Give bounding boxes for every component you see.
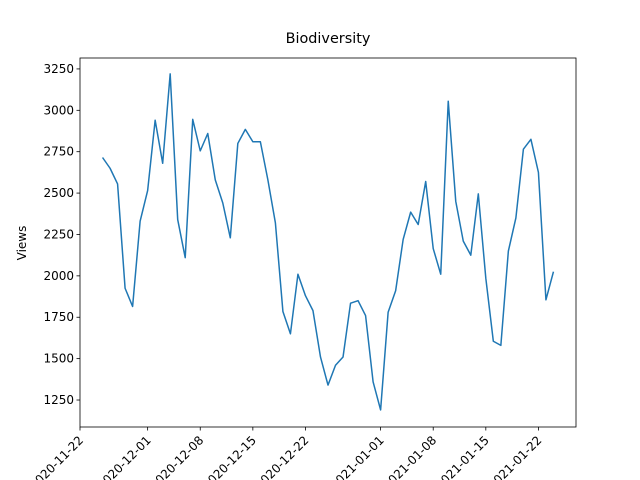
x-tick-label: 2021-01-01 [328,433,387,480]
y-tick-label: 1250 [43,393,74,407]
y-tick-label: 2250 [43,227,74,241]
plot-frame [79,57,577,428]
x-tick-label: 2021-01-15 [433,433,492,480]
x-tick-label: 2020-12-08 [147,433,206,480]
y-tick-label: 1750 [43,310,74,324]
y-tick-label: 2750 [43,145,74,159]
x-tick-label: 2020-12-22 [252,433,311,480]
x-tick-label: 2021-01-08 [380,433,439,480]
y-tick-label: 3250 [43,62,74,76]
y-tick-label: 1500 [43,352,74,366]
y-tick-label: 2500 [43,186,74,200]
chart-title: Biodiversity [286,31,371,47]
y-axis-label: Views [15,226,29,261]
y-tick-label: 2000 [43,269,74,283]
y-tick-label: 3000 [43,103,74,117]
x-tick-label: 2021-01-22 [485,433,544,480]
x-tick-label: 2020-12-01 [95,433,154,480]
x-tick-label: 2020-11-22 [27,433,86,480]
x-tick-label: 2020-12-15 [200,433,259,480]
data-line [101,73,555,411]
